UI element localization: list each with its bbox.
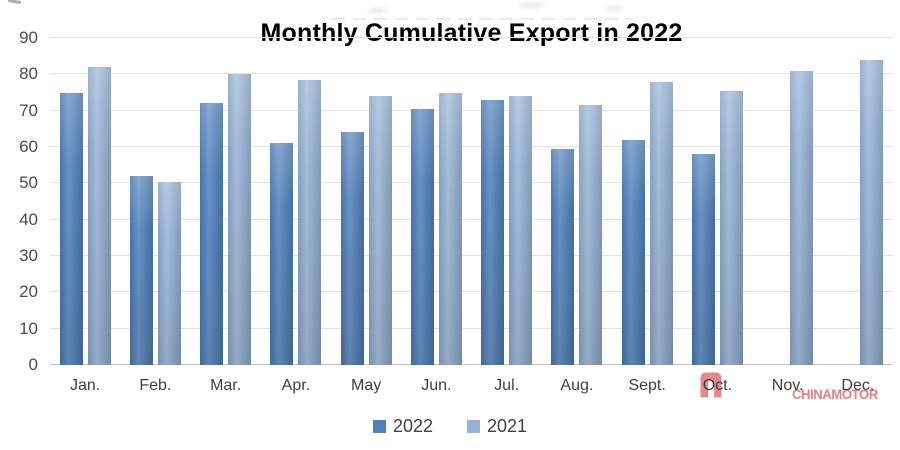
bar-2021-dec [860, 59, 884, 365]
bar-2022-jul [481, 99, 505, 365]
bar-group-feb [120, 38, 190, 365]
bar-2021-apr [298, 79, 322, 365]
watermark-logo [700, 372, 722, 398]
legend-swatch-2021 [467, 420, 480, 433]
y-axis-tick-label: 60 [19, 137, 38, 156]
bar-2022-aug [551, 148, 575, 365]
bar-2022-may [340, 132, 364, 365]
bar-2022-oct [691, 154, 715, 365]
bar-group-nov [753, 38, 823, 365]
y-axis: 0 10 20 30 40 50 60 70 80 90 [0, 0, 38, 450]
gridline [50, 146, 893, 147]
gridline [50, 327, 893, 329]
legend: 2022 2021 [0, 416, 900, 437]
bar-2022-mar [200, 103, 224, 365]
x-axis-label-dec: Dec. [841, 377, 875, 394]
gridline [50, 218, 893, 220]
legend-item-2021: 2021 [467, 416, 527, 437]
x-axis-label-jun: Jun. [421, 377, 452, 394]
bar-2022-feb [129, 176, 153, 365]
gridline [50, 37, 893, 38]
crop-artifact [518, 2, 544, 8]
legend-item-2022: 2022 [372, 416, 433, 437]
bar-2021-oct [719, 90, 743, 365]
y-axis-tick-label: 90 [19, 28, 38, 47]
x-axis-label-sept: Sept. [628, 377, 666, 394]
x-axis-labels: Jan. Feb. Mar. Apr. May Jun. Jul. Aug. Sept. Oct.… [50, 374, 893, 395]
bar-group-oct [682, 38, 752, 365]
bar-2021-feb [157, 181, 181, 365]
x-axis-label-nov: Nov. [771, 377, 804, 394]
bar-2021-mar [228, 74, 252, 365]
x-axis-label-feb: Feb. [139, 377, 172, 394]
bar-2021-nov [790, 70, 814, 365]
gridline [50, 182, 893, 184]
x-axis-label-jan: Jan. [70, 377, 101, 394]
y-axis-tick-label: 50 [19, 173, 38, 193]
bar-group-dec [823, 38, 893, 365]
y-axis-tick-label: 20 [19, 282, 38, 302]
x-axis-line [50, 364, 893, 365]
y-axis-tick-label: 0 [28, 355, 38, 374]
bar-2022-apr [270, 143, 294, 365]
watermark-text: CHINAMOTOR [792, 386, 878, 402]
bar-group-aug [542, 38, 612, 365]
bar-group-may [331, 38, 401, 365]
x-axis-label-may: May [351, 377, 382, 394]
gridline [50, 255, 893, 256]
y-axis-tick-label: 30 [19, 246, 38, 265]
x-axis-label-oct: Oct. [702, 377, 733, 394]
bar-group-jan [50, 38, 120, 365]
bar-2021-jan [87, 67, 111, 365]
bar-2021-jul [509, 96, 533, 365]
x-axis-label-aug: Aug. [560, 377, 594, 394]
crop-artifact [605, 6, 623, 11]
x-axis-label-jul: Jul. [494, 377, 520, 394]
chart-title: Monthly Cumulative Export in 2022 [260, 19, 683, 47]
bar-2021-may [368, 96, 392, 365]
bar-2022-jan [59, 92, 83, 365]
legend-label-2021: 2021 [487, 416, 528, 436]
gridline [50, 73, 893, 75]
bar-groups [50, 38, 893, 365]
plot-area [50, 37, 893, 365]
legend-label-2022: 2022 [392, 416, 433, 436]
bar-2022-jun [410, 108, 434, 365]
bar-group-sept [612, 38, 682, 365]
bar-group-jul [472, 38, 542, 365]
x-axis-label-mar: Mar. [210, 377, 242, 394]
bar-2021-sept [649, 81, 673, 365]
x-axis-label-apr: Apr. [281, 377, 311, 394]
bar-2021-jun [438, 92, 462, 365]
y-axis-tick-label: 80 [19, 64, 38, 84]
y-axis-tick-label: 40 [19, 209, 38, 229]
bar-2021-aug [579, 105, 603, 365]
gridline [50, 291, 893, 293]
bar-group-apr [261, 38, 331, 365]
y-axis-tick-label: 10 [19, 318, 38, 338]
bar-group-jun [401, 38, 471, 365]
legend-swatch-2022 [372, 420, 386, 433]
crop-artifact [368, 8, 388, 13]
gridline [50, 109, 893, 111]
bar-group-mar [191, 38, 261, 365]
y-axis-tick-label: 70 [19, 100, 38, 120]
bar-2022-sept [621, 139, 645, 365]
